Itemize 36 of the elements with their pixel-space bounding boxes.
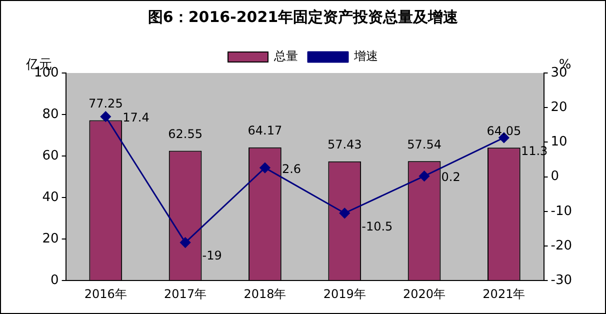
y2-tick-label: 20	[550, 100, 568, 115]
y-tick-label: 0	[50, 272, 59, 288]
y-tick-label: 80	[42, 106, 59, 122]
data-label: 62.55	[168, 126, 202, 141]
data-label: 2.6	[282, 162, 302, 176]
data-label: 57.43	[327, 138, 362, 152]
y-tick-label: 60	[42, 148, 59, 164]
data-label: 0.2	[441, 170, 460, 184]
y-tick-label: 20	[42, 231, 59, 246]
y2-tick-label: -10	[550, 204, 572, 219]
y2-tick-label: 10	[550, 134, 568, 150]
y-tick-label: 40	[42, 190, 59, 205]
x-tick-label: 2019年	[323, 286, 366, 301]
data-label: 57.54	[407, 137, 442, 152]
chart-title: 图6：2016-2021年固定资产投资总量及增速	[148, 8, 460, 26]
x-tick-label: 2017年	[164, 286, 207, 301]
data-label: 64.17	[248, 124, 282, 138]
x-tick-label: 2021年	[482, 286, 526, 301]
y2-tick-label: -30	[550, 272, 572, 288]
x-tick-label: 2016年	[84, 286, 127, 301]
x-tick-label: 2018年	[244, 286, 286, 301]
point	[260, 162, 270, 174]
point	[180, 237, 191, 248]
legend-label: 增速	[353, 49, 378, 64]
legend-label: 总量	[273, 49, 298, 64]
data-label: 64.05	[486, 124, 522, 138]
point	[339, 208, 350, 218]
data-label: -10.5	[362, 219, 393, 234]
data-label: 17.4	[122, 110, 150, 125]
point	[100, 111, 111, 122]
data-label: -19	[202, 248, 222, 263]
x-tick-label: 2020年	[403, 286, 446, 301]
y2-tick-label: -20	[550, 238, 572, 254]
point	[419, 170, 430, 182]
y2-tick-label: 0	[550, 169, 560, 184]
data-label: 77.25	[88, 96, 123, 110]
